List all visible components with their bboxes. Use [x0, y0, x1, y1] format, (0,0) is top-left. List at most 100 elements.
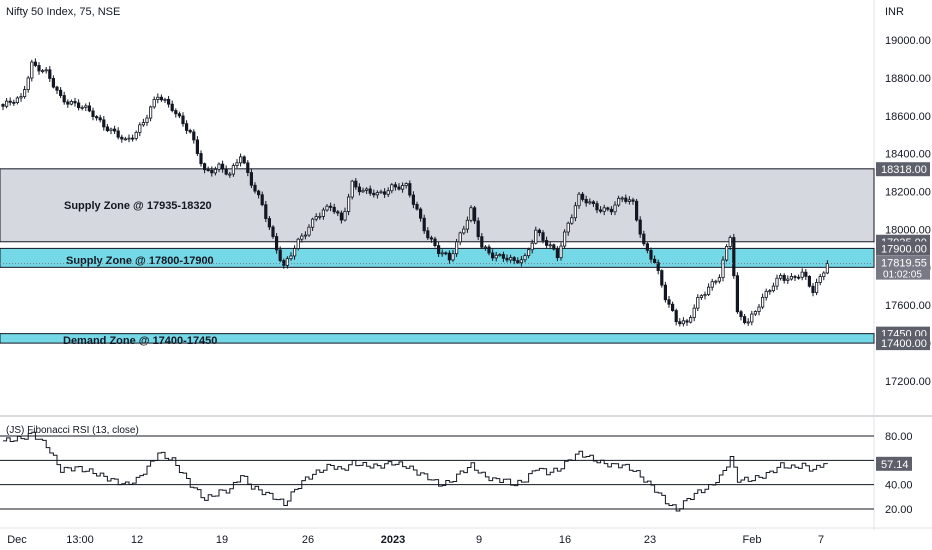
candle-body	[249, 172, 253, 186]
price-tag-bg	[876, 241, 930, 256]
time-tick-label: 26	[302, 534, 314, 546]
candle-body	[336, 211, 340, 214]
candle-body	[98, 117, 102, 121]
candle-body	[807, 275, 812, 287]
rsi-last-value: 57.14	[881, 459, 909, 471]
candle-body	[552, 244, 556, 250]
candle-body	[145, 117, 149, 123]
candle-body	[725, 246, 729, 261]
candle-body	[642, 233, 646, 245]
candle-body	[109, 128, 113, 132]
zone-1	[0, 168, 875, 243]
candle-body	[386, 190, 390, 195]
candle-body	[750, 313, 754, 323]
candle-body	[55, 86, 59, 91]
time-tick-label: 23	[644, 534, 656, 546]
candle-body	[307, 226, 311, 236]
candle-body	[595, 203, 599, 211]
candle-body	[19, 96, 23, 99]
candle-body	[537, 229, 542, 234]
candle-body	[620, 197, 624, 200]
candle-body	[332, 206, 336, 213]
candle-body	[815, 282, 819, 293]
candle-body	[584, 199, 588, 204]
rsi-line	[3, 431, 828, 512]
time-tick-label: 13:00	[66, 534, 94, 546]
candle-body	[278, 249, 282, 261]
last-price-bg	[876, 255, 930, 280]
candle-body	[779, 274, 783, 279]
candle-body	[22, 89, 27, 98]
candle-body	[206, 169, 210, 172]
price-tick-label: 19000.00	[885, 35, 931, 47]
candle-body	[761, 296, 765, 308]
candle-body	[310, 218, 315, 228]
candle-body	[138, 124, 142, 133]
candle-body	[141, 122, 145, 126]
candle-body	[548, 244, 552, 247]
candle-body	[573, 205, 578, 219]
candle-body	[563, 231, 567, 247]
candle-body	[624, 197, 628, 202]
candle-body	[195, 139, 199, 154]
candle-body	[102, 119, 106, 128]
candle-body	[559, 245, 563, 259]
candle-body	[714, 280, 718, 283]
symbol-title: Nifty 50 Index, 75, NSE	[6, 6, 121, 18]
candle-body	[476, 220, 480, 238]
candle-body	[282, 260, 286, 266]
candle-body	[429, 237, 434, 240]
candle-body	[775, 277, 779, 287]
candle-body	[393, 184, 398, 188]
candle-body	[469, 207, 473, 221]
candle-body	[667, 299, 671, 305]
candle-body	[768, 290, 772, 293]
candle-body	[508, 257, 513, 261]
candle-body	[487, 246, 491, 254]
candle-body	[242, 156, 246, 164]
candle-body	[411, 194, 416, 205]
candle-body	[12, 101, 16, 104]
candle-body	[213, 168, 217, 174]
candle-body	[87, 105, 91, 112]
candle-body	[238, 156, 243, 164]
candle-body	[300, 235, 304, 240]
candle-body	[41, 70, 45, 73]
candle-body	[721, 259, 725, 279]
rsi-last-bg	[876, 456, 912, 471]
candle-body	[1, 104, 5, 107]
price-tick-label: 18800.00	[885, 73, 931, 85]
candle-body	[91, 110, 95, 117]
candle-body	[505, 257, 509, 261]
candle-body	[541, 232, 545, 241]
candle-body	[361, 189, 365, 193]
candle-body	[184, 123, 189, 131]
rsi-title: (JS) Fibonacci RSI (13, close)	[6, 425, 139, 436]
candle-body	[678, 321, 682, 325]
zone-3	[0, 333, 875, 344]
candle-body	[433, 238, 437, 247]
candle-body	[318, 215, 322, 218]
candle-body	[689, 317, 693, 323]
candle-body	[192, 131, 196, 141]
time-tick-label: 9	[476, 534, 482, 546]
time-tick-label: 12	[131, 534, 143, 546]
candle-body	[285, 258, 290, 266]
candle-body	[30, 61, 34, 79]
candle-body	[577, 193, 581, 207]
candle-body	[246, 162, 250, 173]
candle-body	[656, 262, 660, 271]
candle-body	[289, 255, 293, 260]
candle-body	[84, 105, 88, 108]
candle-body	[822, 272, 826, 277]
candle-body	[339, 212, 344, 221]
candle-body	[570, 217, 574, 224]
candle-body	[588, 201, 592, 204]
candle-body	[368, 188, 372, 194]
candle-body	[581, 193, 585, 200]
candle-body	[314, 216, 318, 220]
candle-body	[451, 253, 455, 261]
